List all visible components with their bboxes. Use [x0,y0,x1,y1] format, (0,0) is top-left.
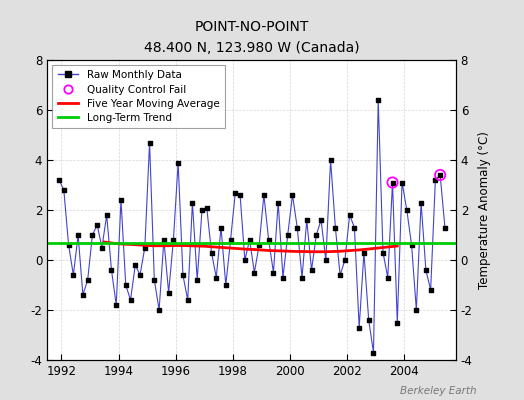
Point [317,217,325,223]
Point [226,237,235,243]
Y-axis label: Temperature Anomaly (°C): Temperature Anomaly (°C) [478,131,491,289]
Point [274,199,282,206]
Point [417,199,425,206]
Point [136,272,144,278]
Point [203,204,211,211]
Point [365,317,373,323]
Point [308,267,316,273]
Point [431,177,440,183]
Point [55,177,63,183]
Point [126,297,135,303]
Point [265,237,273,243]
Point [74,232,82,238]
Point [64,242,73,248]
Point [407,242,416,248]
Point [388,179,397,186]
Point [269,269,278,276]
Point [355,324,363,331]
Point [312,232,321,238]
Point [427,287,435,293]
Point [88,232,96,238]
Point [155,307,163,313]
Point [60,187,68,193]
Point [122,282,130,288]
Point [208,249,216,256]
Point [245,237,254,243]
Point [350,224,358,231]
Text: Berkeley Earth: Berkeley Earth [400,386,477,396]
Point [117,197,125,203]
Point [345,212,354,218]
Point [288,192,297,198]
Legend: Raw Monthly Data, Quality Control Fail, Five Year Moving Average, Long-Term Tren: Raw Monthly Data, Quality Control Fail, … [52,65,225,128]
Point [241,257,249,263]
Point [174,159,182,166]
Point [112,302,121,308]
Point [222,282,230,288]
Point [231,189,239,196]
Point [131,262,139,268]
Point [369,349,378,356]
Point [293,224,301,231]
Point [69,272,78,278]
Point [441,224,449,231]
Point [188,199,196,206]
Point [165,289,173,296]
Point [436,172,444,178]
Point [160,237,168,243]
Point [374,97,383,103]
Point [360,249,368,256]
Point [398,179,406,186]
Point [298,274,306,281]
Point [93,222,101,228]
Point [336,272,344,278]
Title: POINT-NO-POINT
48.400 N, 123.980 W (Canada): POINT-NO-POINT 48.400 N, 123.980 W (Cana… [144,20,359,55]
Point [236,192,244,198]
Point [79,292,87,298]
Point [83,277,92,283]
Point [217,224,225,231]
Point [302,217,311,223]
Point [379,249,387,256]
Point [322,257,330,263]
Point [140,244,149,251]
Point [183,297,192,303]
Point [388,179,397,186]
Point [255,242,264,248]
Point [169,237,178,243]
Point [436,172,444,178]
Point [193,277,201,283]
Point [250,269,258,276]
Point [103,212,111,218]
Point [150,277,159,283]
Point [212,274,221,281]
Point [260,192,268,198]
Point [402,207,411,213]
Point [422,267,430,273]
Point [331,224,340,231]
Point [179,272,187,278]
Point [412,307,421,313]
Point [145,139,154,146]
Point [326,157,335,163]
Point [107,267,116,273]
Point [341,257,349,263]
Point [384,274,392,281]
Point [198,207,206,213]
Point [283,232,292,238]
Point [98,244,106,251]
Point [279,274,287,281]
Point [393,319,401,326]
